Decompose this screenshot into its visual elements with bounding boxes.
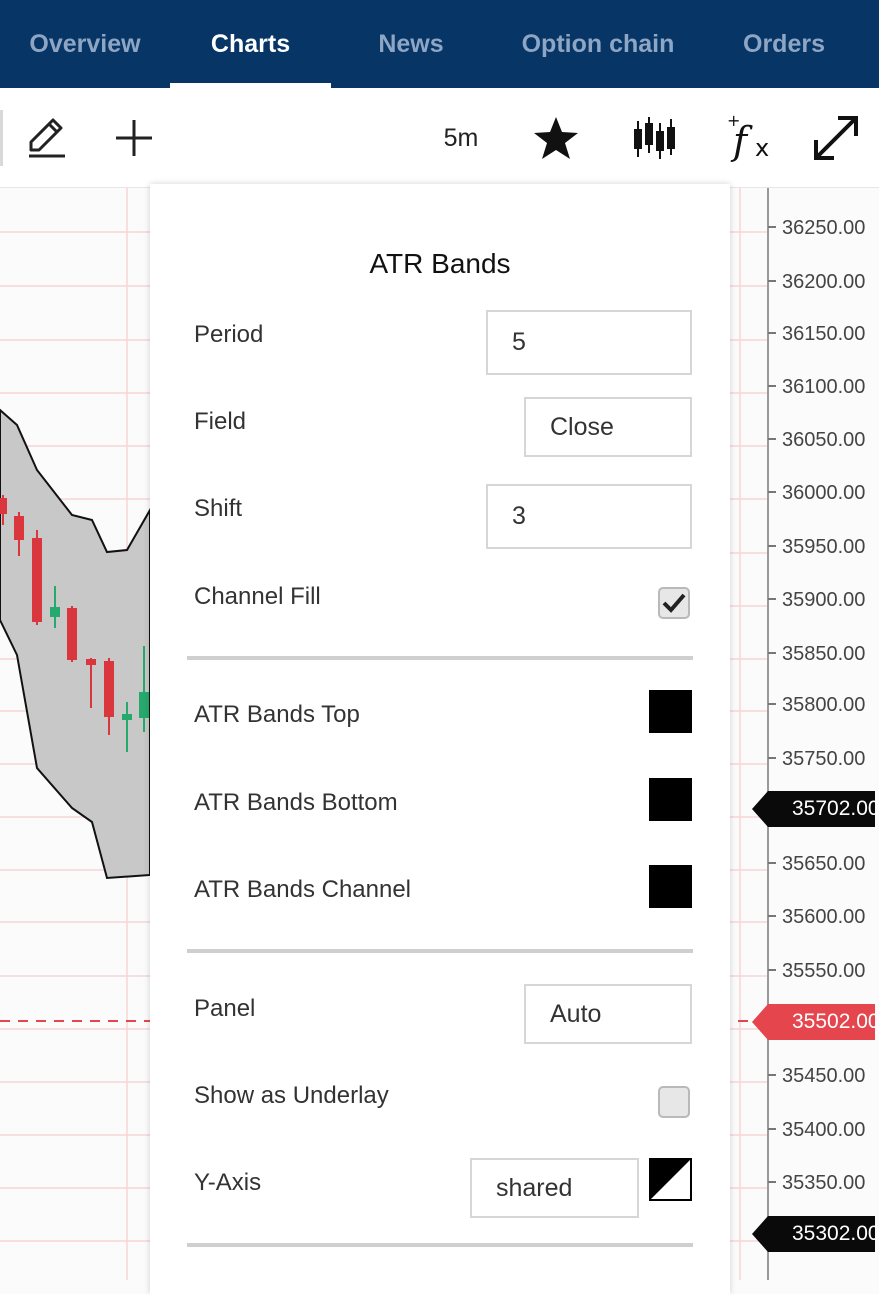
svg-text:+: + <box>727 112 740 130</box>
period-label: Period <box>194 321 264 348</box>
axis-tick-label: 35450.00 <box>782 1065 865 1087</box>
axis-tick-label: 36200.00 <box>782 271 865 293</box>
chart-type-button[interactable] <box>626 88 682 188</box>
expand-icon <box>814 116 858 160</box>
tab-news[interactable]: News <box>378 29 444 58</box>
y-axis-color-swatch[interactable] <box>649 1158 692 1201</box>
field-label: Field <box>194 408 247 435</box>
auto-color-icon <box>651 1160 690 1199</box>
crosshair-button[interactable] <box>108 88 160 188</box>
y-axis-label: Y-Axis <box>194 1169 262 1196</box>
panel-label: Panel <box>194 995 256 1022</box>
bands-top-label: ATR Bands Top <box>194 701 360 728</box>
checkmark-icon <box>662 593 686 613</box>
bands-channel-color-swatch[interactable] <box>649 865 692 908</box>
favorite-button[interactable] <box>528 88 584 188</box>
candle <box>50 607 60 617</box>
candle <box>139 692 149 718</box>
interval-button[interactable]: 5m <box>443 123 479 152</box>
axis-tick-label: 35800.00 <box>782 694 865 716</box>
axis-tick-label: 36000.00 <box>782 482 865 504</box>
bands-top-color-swatch[interactable] <box>649 690 692 733</box>
svg-text:f: f <box>730 119 753 163</box>
section-divider <box>187 656 693 660</box>
candle <box>104 661 114 717</box>
star-icon <box>534 117 578 159</box>
tab-option-chain[interactable]: Option chain <box>521 29 675 58</box>
period-input[interactable]: 5 <box>486 310 692 375</box>
chart-toolbar: 5m + f x <box>0 88 879 188</box>
candlestick-icon <box>634 117 675 159</box>
tab-charts[interactable]: Charts <box>170 0 331 88</box>
axis-tick-label: 35600.00 <box>782 906 865 928</box>
axis-tick-label: 36050.00 <box>782 429 865 451</box>
bands-channel-label: ATR Bands Channel <box>194 876 412 903</box>
section-divider <box>187 949 693 953</box>
function-icon: + f x <box>727 112 769 163</box>
top-nav: Overview Charts News Option chain Orders <box>0 0 879 88</box>
channel-fill-label: Channel Fill <box>194 583 321 610</box>
field-select[interactable]: Close <box>524 397 692 457</box>
tab-orders[interactable]: Orders <box>743 29 825 58</box>
fullscreen-button[interactable] <box>808 88 864 188</box>
candle <box>0 498 7 514</box>
candle <box>67 608 77 660</box>
y-axis <box>768 226 776 1183</box>
bands-bottom-label: ATR Bands Bottom <box>194 789 398 816</box>
candle <box>122 714 132 720</box>
axis-tick-label: 35550.00 <box>782 960 865 982</box>
axis-tick-label: 35650.00 <box>782 853 865 875</box>
candle <box>86 659 96 665</box>
y-axis-select[interactable]: shared <box>470 1158 639 1218</box>
axis-tick-label: 35350.00 <box>782 1172 865 1194</box>
underlay-label: Show as Underlay <box>194 1082 389 1109</box>
draw-button[interactable] <box>18 88 76 188</box>
svg-text:x: x <box>755 134 769 162</box>
candlesticks <box>0 495 149 752</box>
axis-tick-label: 35750.00 <box>782 748 865 770</box>
shift-label: Shift <box>194 495 243 522</box>
tab-overview[interactable]: Overview <box>29 29 141 58</box>
axis-tick-label: 36250.00 <box>782 217 865 239</box>
price-flag-bottom: 35302.00 <box>752 1216 879 1252</box>
channel-fill-checkbox[interactable] <box>658 587 690 619</box>
bands-bottom-color-swatch[interactable] <box>649 778 692 821</box>
section-divider <box>187 1243 693 1247</box>
price-flag-top: 35702.00 <box>752 791 879 827</box>
dialog-title: ATR Bands <box>369 248 511 279</box>
shift-input[interactable]: 3 <box>486 484 692 549</box>
y-axis-labels: 36250.00 36200.00 36150.00 36100.00 3605… <box>782 217 865 1194</box>
last-price-flag: 35502.00 <box>752 1004 879 1040</box>
candle <box>14 516 24 540</box>
axis-tick-label: 36100.00 <box>782 376 865 398</box>
axis-tick-label: 36150.00 <box>782 323 865 345</box>
axis-tick-label: 35950.00 <box>782 536 865 558</box>
pencil-icon <box>29 118 65 158</box>
crosshair-icon <box>116 120 152 156</box>
axis-tick-label: 35850.00 <box>782 643 865 665</box>
axis-tick-label: 35400.00 <box>782 1119 865 1141</box>
toolbar-divider <box>0 110 3 166</box>
axis-tick-label: 35900.00 <box>782 589 865 611</box>
studies-button[interactable]: + f x <box>724 88 776 188</box>
underlay-checkbox[interactable] <box>658 1086 690 1118</box>
panel-select[interactable]: Auto <box>524 984 692 1044</box>
candle <box>32 538 42 622</box>
